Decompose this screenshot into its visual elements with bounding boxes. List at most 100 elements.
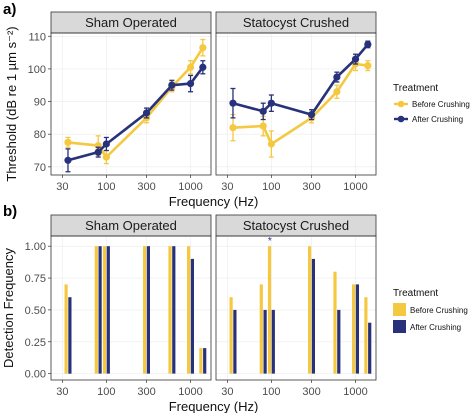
bar	[64, 284, 68, 374]
data-point	[102, 153, 110, 161]
y-tick-label: 0.75	[25, 273, 46, 285]
legend-label: Before Crushing	[410, 306, 468, 315]
bar	[308, 246, 312, 374]
data-point	[94, 148, 102, 156]
bar	[267, 246, 272, 374]
y-tick-label: 0.50	[25, 305, 46, 317]
data-point	[229, 99, 237, 107]
data-point	[199, 44, 207, 52]
bar	[337, 309, 341, 374]
bar	[333, 271, 337, 374]
series-after	[64, 60, 207, 173]
legend: Treatment Before Crushing After Crushing	[393, 288, 468, 333]
panel-border	[50, 32, 212, 176]
series-after	[68, 246, 207, 374]
y-tick-label: 90	[34, 97, 46, 109]
bar	[271, 309, 275, 374]
data-point	[364, 62, 372, 70]
data-point	[364, 40, 372, 49]
x-axis-title: Frequency (Hz)	[169, 194, 259, 209]
series-before	[64, 246, 203, 374]
legend: Treatment Before Crushing After Crushing	[393, 83, 470, 124]
x-tick-label: 30	[221, 386, 233, 398]
bar	[106, 246, 110, 374]
series-line-before	[67, 47, 204, 159]
bar	[187, 246, 191, 374]
series-line-after	[67, 66, 204, 162]
y-axis-title: Threshold (dB re 1 µm s⁻²)	[4, 26, 19, 181]
x-axis-title: Frequency (Hz)	[169, 399, 259, 413]
series-before	[229, 246, 368, 374]
data-point	[64, 138, 72, 146]
panel-border	[50, 235, 212, 381]
facet-strip-label: Statocyst Crushed	[243, 15, 349, 30]
x-tick-label: 100	[97, 386, 115, 398]
x-tick-label: 300	[302, 181, 320, 193]
x-tick-label: 100	[262, 181, 280, 193]
bar	[68, 297, 72, 374]
bar	[190, 258, 194, 374]
legend-key-point	[397, 115, 405, 123]
panel-border	[215, 235, 377, 381]
data-point	[102, 140, 110, 148]
data-point	[351, 55, 360, 63]
legend-title: Treatment	[393, 288, 438, 299]
y-tick-label: 0.00	[25, 369, 46, 381]
facet-strip-label: Sham Operated	[85, 15, 177, 30]
legend-key-box	[393, 303, 406, 316]
y-tick-label: 1.00	[25, 241, 46, 253]
data-point	[307, 111, 316, 119]
bar	[98, 246, 102, 374]
x-tick-label: 300	[302, 386, 320, 398]
data-point	[186, 79, 195, 88]
series-line-before	[232, 62, 368, 146]
series-after	[233, 258, 372, 374]
bar	[199, 348, 203, 374]
data-point	[186, 63, 195, 71]
facet-strip-label: Statocyst Crushed	[243, 218, 349, 233]
data-point	[259, 122, 267, 130]
x-tick-label: 30	[56, 386, 68, 398]
x-tick-label: 1000	[178, 386, 202, 398]
bar	[143, 246, 147, 374]
bar	[172, 246, 176, 374]
x-tick-label: 30	[221, 181, 233, 193]
legend-title: Treatment	[393, 83, 438, 94]
data-point	[142, 109, 151, 117]
bar	[352, 284, 356, 374]
data-point	[199, 63, 207, 71]
x-tick-label: 100	[97, 181, 115, 193]
x-tick-label: 1000	[343, 386, 367, 398]
data-point	[333, 73, 341, 81]
bar	[259, 284, 263, 374]
data-point	[229, 124, 237, 132]
y-tick-label: 110	[28, 31, 46, 43]
data-point	[168, 81, 176, 89]
x-tick-label: 300	[137, 386, 155, 398]
legend-label: After Crushing	[410, 323, 461, 332]
bar	[311, 258, 315, 374]
bar	[368, 322, 372, 374]
panel-a-label: a)	[3, 1, 16, 18]
series-line-after	[232, 43, 369, 116]
data-point	[333, 88, 341, 96]
x-tick-label: 30	[56, 181, 68, 193]
panel-b-label: b)	[3, 203, 17, 220]
facet-strip-label: Sham Operated	[85, 218, 177, 233]
data-point	[64, 156, 72, 164]
bar	[229, 297, 233, 374]
data-point	[267, 140, 275, 148]
bar	[203, 348, 207, 374]
bar	[263, 309, 267, 374]
data-point	[259, 107, 267, 115]
y-axis-title: Detection Frequency	[1, 248, 16, 368]
y-tick-label: 0.25	[25, 337, 46, 349]
y-tick-label: 100	[28, 64, 46, 76]
x-tick-label: 300	[137, 181, 155, 193]
bar	[233, 309, 237, 374]
y-tick-label: 70	[34, 162, 46, 174]
legend-label: After Crushing	[412, 115, 463, 124]
x-tick-label: 1000	[178, 181, 202, 193]
bar	[168, 246, 172, 374]
